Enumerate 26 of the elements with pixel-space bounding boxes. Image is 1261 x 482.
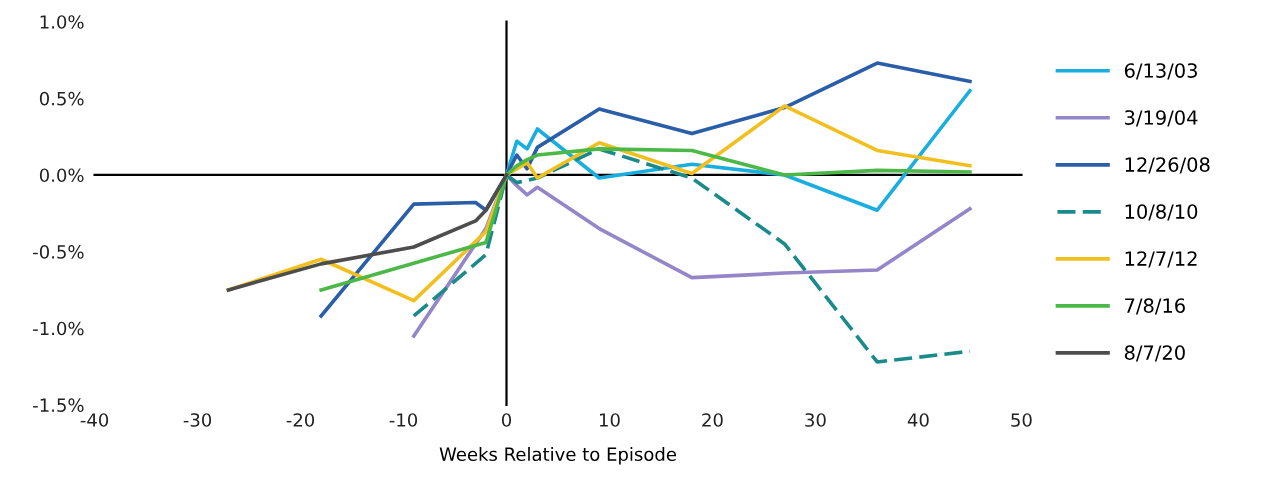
x-tick-label: 20 <box>702 413 723 427</box>
line-series <box>226 173 509 292</box>
x-tick-label: -20 <box>286 413 315 427</box>
y-tick-label: 1.0% <box>40 15 84 29</box>
y-tick-label: -0.5% <box>33 245 84 259</box>
y-tick-label: -1.5% <box>33 398 84 412</box>
x-tick-label: 30 <box>805 413 826 427</box>
y-tick-label: 0.0% <box>39 168 84 183</box>
legend-label: 6/13/03 <box>1124 63 1197 80</box>
legend-label: 3/19/04 <box>1125 110 1198 127</box>
line-series <box>319 147 972 292</box>
x-tick-label: 0 <box>501 413 512 427</box>
x-tick-label: 50 <box>1011 413 1032 427</box>
legend-label: 12/26/08 <box>1125 157 1210 174</box>
x-tick-label: 40 <box>907 413 929 427</box>
x-tick-label: -10 <box>389 413 418 427</box>
x-axis-title: Weeks Relative to Episode <box>439 447 676 465</box>
legend-label: 10/8/10 <box>1125 204 1198 221</box>
legend-label: 12/7/12 <box>1125 251 1197 268</box>
y-tick-label: -1.0% <box>33 321 84 336</box>
legend-label: 7/8/16 <box>1125 298 1185 315</box>
legend-label: 8/7/20 <box>1124 345 1185 362</box>
x-tick-label: 10 <box>599 413 620 427</box>
y-tick-label: 0.5% <box>39 91 84 106</box>
x-tick-label: -40 <box>80 413 109 427</box>
x-tick-label: -30 <box>183 413 212 427</box>
